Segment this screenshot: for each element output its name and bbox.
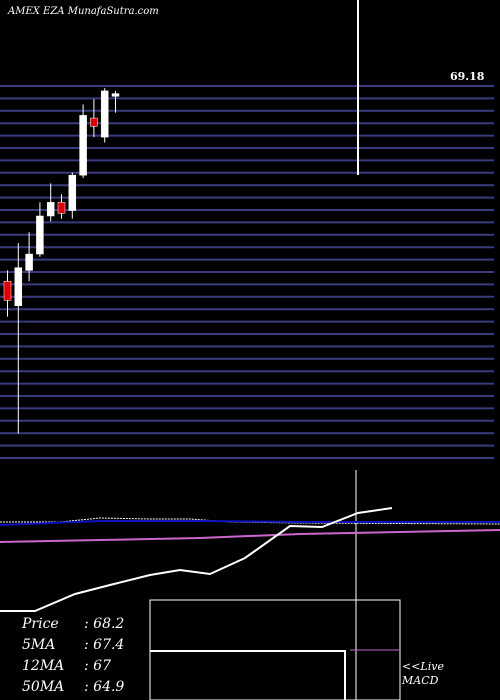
ma-long-line <box>0 529 500 543</box>
stat-5ma: 5MA : 67.4 <box>22 635 124 656</box>
candle-body <box>14 267 23 306</box>
candle-body <box>3 280 12 301</box>
candle-body <box>46 202 55 217</box>
stat-key: 50MA <box>22 679 65 695</box>
stats-panel: Price : 68.2 5MA : 67.4 12MA : 67 50MA : 64.… <box>22 614 124 698</box>
candlestick-series <box>3 88 120 434</box>
indicator-panel <box>0 507 500 612</box>
candle-body <box>111 93 120 97</box>
stat-key: 12MA <box>22 658 65 674</box>
stat-value: : 67.4 <box>84 637 125 653</box>
macd-label: MACD <box>402 674 439 687</box>
candle-body <box>25 253 33 271</box>
candle-body <box>100 90 109 138</box>
macd-line <box>150 650 346 700</box>
candle-body <box>36 215 44 255</box>
stat-price: Price : 68.2 <box>22 614 124 635</box>
ma-mid-line <box>0 520 500 526</box>
stat-value: : 68.2 <box>84 616 125 632</box>
stat-value: : 64.9 <box>84 679 125 695</box>
live-label: <<Live <box>402 660 444 673</box>
stat-12ma: 12MA : 67 <box>22 656 124 677</box>
candle-body <box>68 174 77 211</box>
price-line <box>0 507 393 612</box>
macd-panel <box>149 599 401 700</box>
candle-body <box>90 117 98 127</box>
chart-header-label: AMEX EZA MunafaSutra.com <box>8 6 159 17</box>
top-price-label: 69.18 <box>450 70 485 83</box>
candle-body <box>57 202 66 214</box>
stat-key: Price <box>22 616 59 632</box>
stat-value: : 67 <box>84 658 111 674</box>
live-macd-label: <<Live MACD <box>402 660 444 688</box>
stat-50ma: 50MA : 64.9 <box>22 677 124 698</box>
candle-body <box>79 115 87 176</box>
stat-key: 5MA <box>22 637 56 653</box>
